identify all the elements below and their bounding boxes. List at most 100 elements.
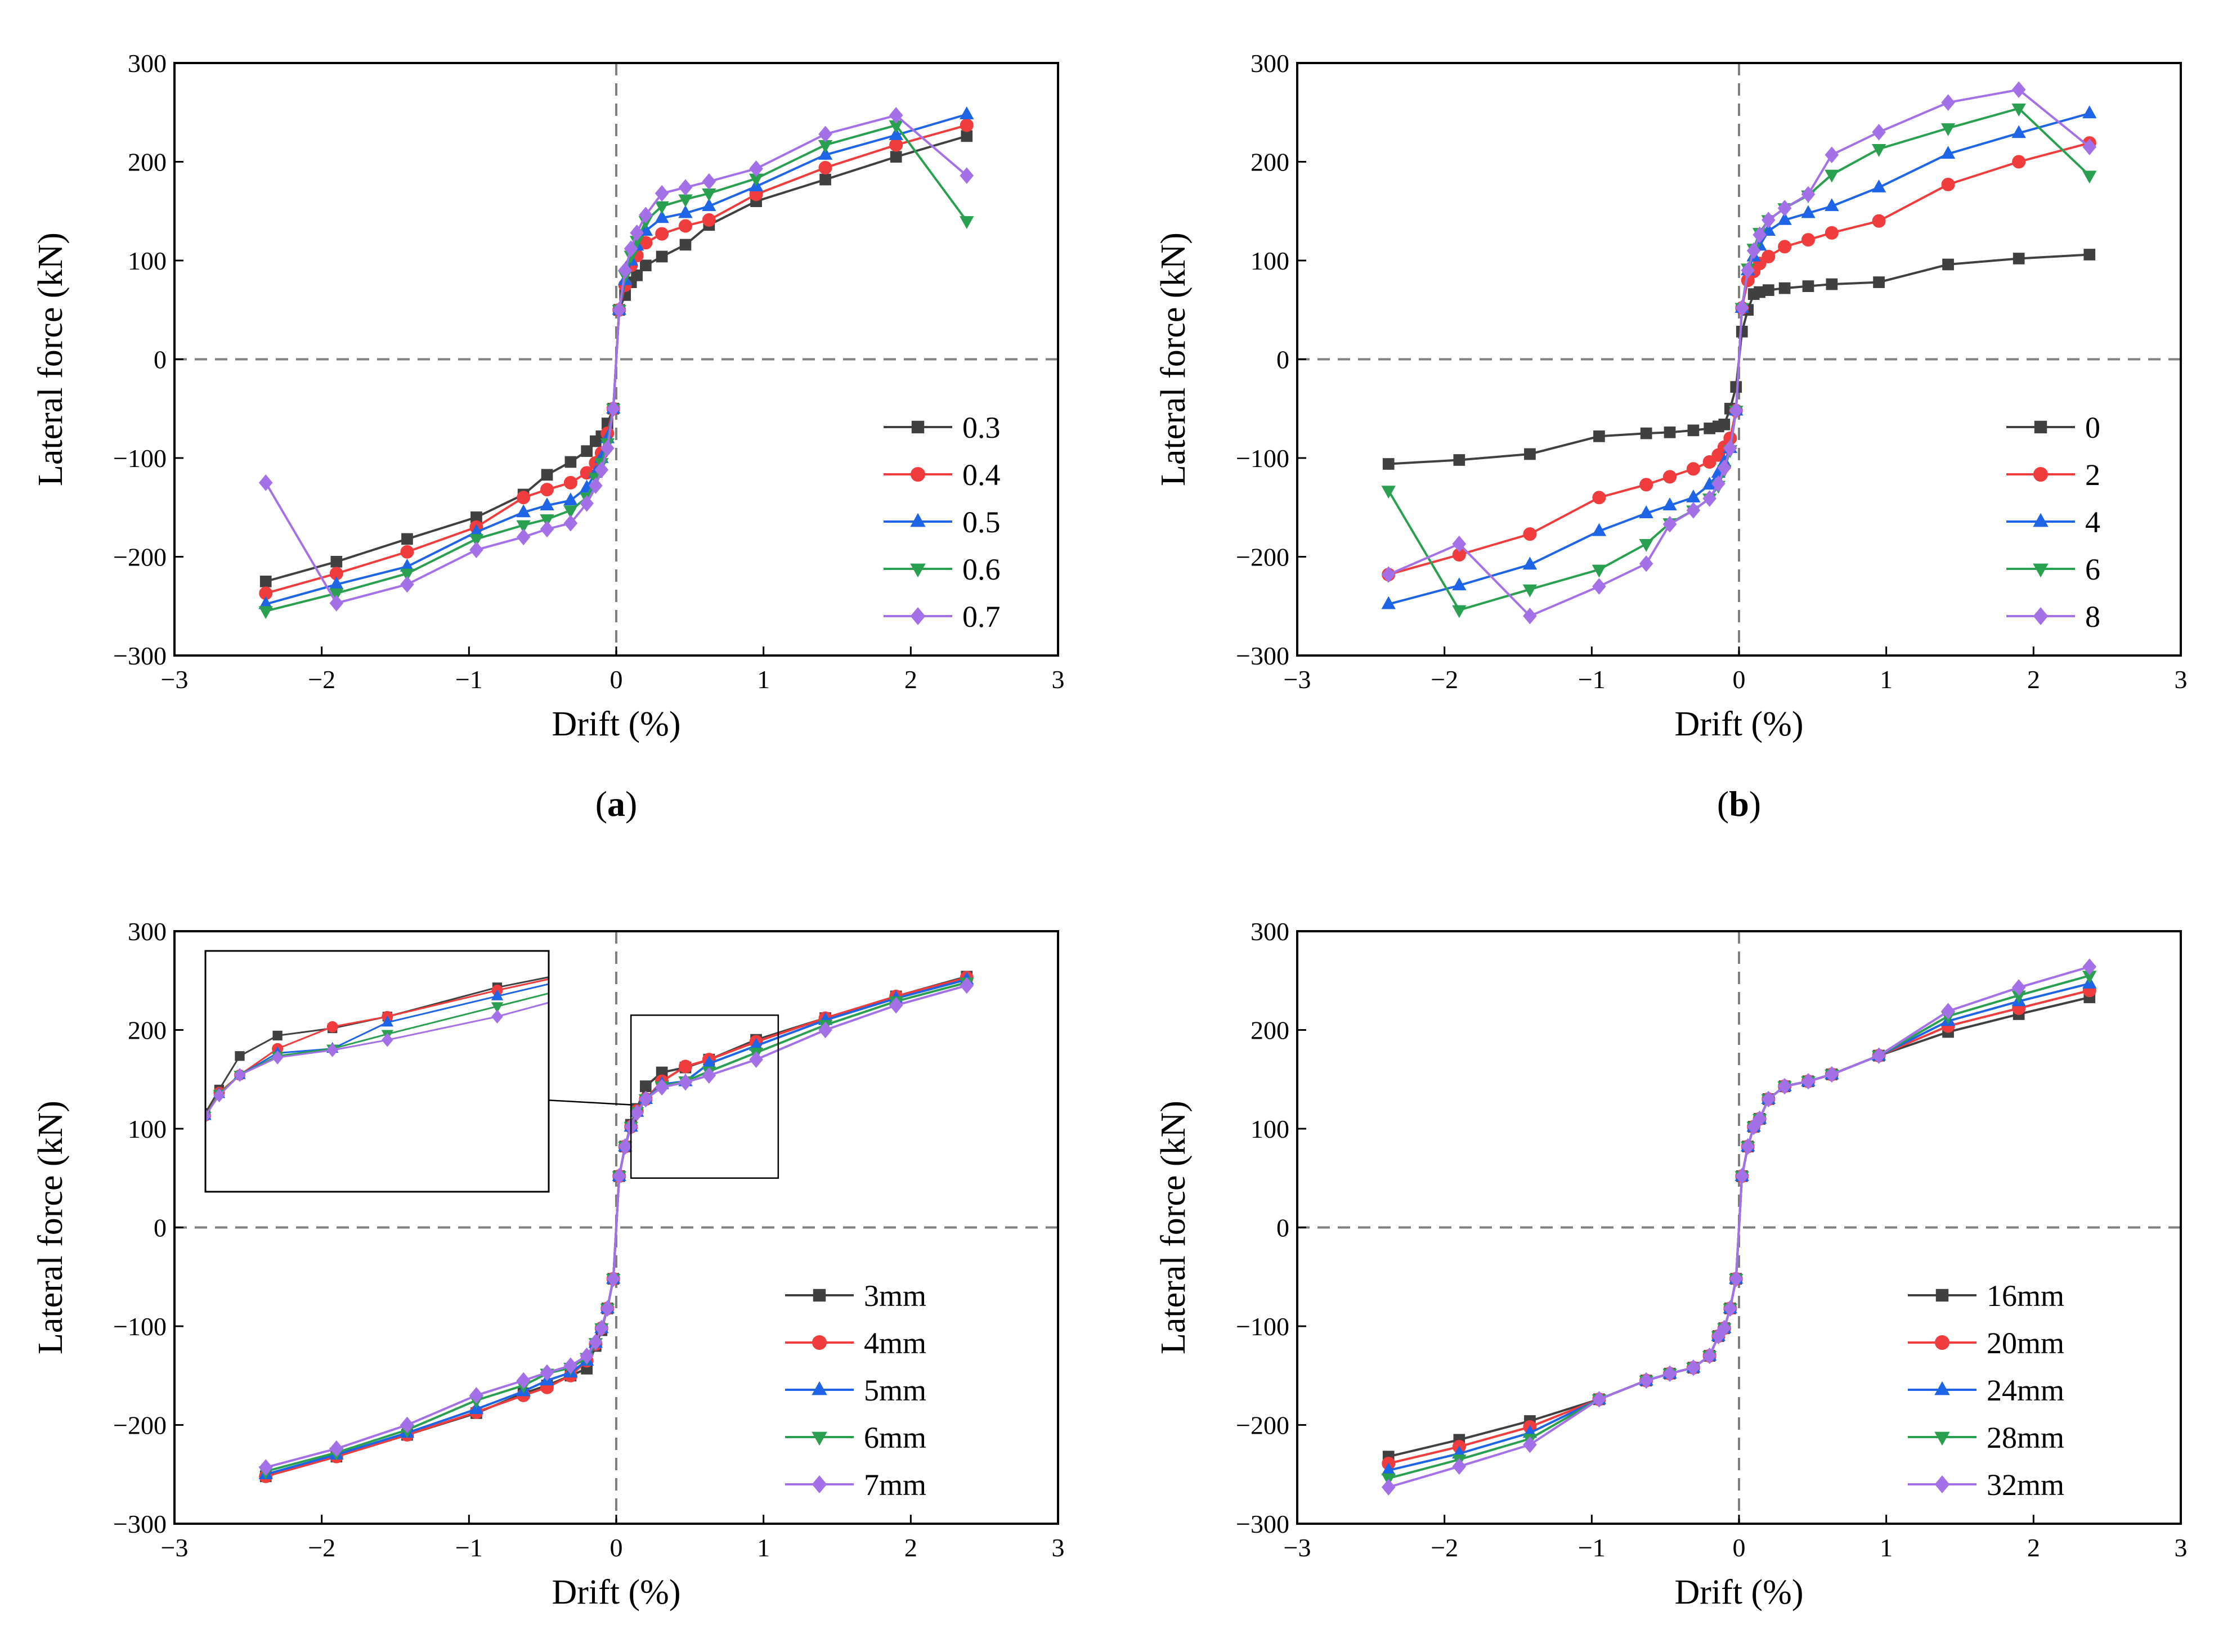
data-point	[2014, 253, 2024, 264]
data-point	[984, 890, 992, 898]
legend-marker	[1935, 1382, 1949, 1395]
legend-label: 6mm	[864, 1421, 926, 1455]
data-point	[60, 1479, 69, 1488]
data-point	[187, 1139, 197, 1151]
x-axis-title: Drift (%)	[1675, 1573, 1804, 1611]
data-point	[235, 1052, 244, 1060]
data-point	[541, 1365, 553, 1380]
legend-marker	[2034, 514, 2047, 527]
legend-item-32mm: 32mm	[1908, 1468, 2064, 1502]
data-point	[983, 893, 993, 902]
y-tick-label: −200	[113, 543, 167, 572]
x-tick-label: −1	[455, 665, 483, 694]
y-tick-label: 200	[1251, 1016, 1289, 1045]
data-point	[401, 577, 413, 591]
data-point	[983, 901, 993, 913]
x-tick-label: −1	[1578, 1533, 1606, 1562]
legend-item-6: 6	[2006, 553, 2100, 586]
y-tick-label: −100	[1236, 1312, 1289, 1341]
data-point	[1803, 281, 1814, 291]
data-point	[541, 522, 553, 536]
data-point	[2084, 249, 2095, 260]
caption-close: )	[1749, 784, 1761, 824]
legend-marker	[1937, 1290, 1948, 1301]
data-point	[1687, 503, 1700, 518]
legend-marker	[1935, 1336, 1949, 1349]
y-axis-title: Lateral force (kN)	[32, 232, 70, 486]
data-point	[401, 546, 413, 558]
legend-marker	[1935, 1433, 1949, 1445]
legend-marker	[814, 1290, 825, 1301]
data-point	[1383, 459, 1394, 469]
legend: 16mm 20mm 24mm 28mm 32mm	[1908, 1279, 2064, 1502]
y-tick-label: −200	[1236, 543, 1289, 572]
x-axis-title: Drift (%)	[552, 705, 681, 743]
x-tick-label: −1	[455, 1533, 483, 1562]
data-point	[679, 1060, 692, 1072]
x-tick-label: 1	[1880, 665, 1893, 694]
x-axis-title: Drift (%)	[1675, 705, 1804, 743]
data-point	[331, 556, 342, 567]
legend-item-20mm: 20mm	[1908, 1326, 2064, 1360]
y-tick-label: 200	[1251, 148, 1289, 177]
data-point	[1942, 178, 1955, 191]
data-point	[1640, 478, 1652, 491]
panel-caption: (a)	[595, 784, 638, 824]
data-point	[819, 127, 832, 141]
legend-label: 2	[2085, 458, 2100, 492]
legend-marker	[911, 514, 925, 527]
x-tick-label: −2	[1431, 665, 1458, 694]
x-tick-label: 1	[1880, 1533, 1893, 1562]
data-point	[1942, 1004, 1955, 1018]
data-point	[679, 180, 692, 195]
legend-label: 0.5	[962, 505, 1001, 539]
legend-label: 6	[2085, 553, 2100, 586]
data-point	[1594, 431, 1604, 442]
data-point	[657, 252, 667, 262]
data-point	[680, 240, 691, 250]
data-point	[961, 119, 973, 132]
y-tick-label: −100	[113, 444, 167, 473]
x-tick-label: 3	[1052, 665, 1065, 694]
legend-label: 0.3	[962, 411, 1001, 445]
legend-marker	[813, 1433, 826, 1445]
x-axis-title: Drift (%)	[552, 1573, 681, 1611]
zoom-connector	[549, 1100, 631, 1105]
data-point	[1943, 259, 1953, 270]
legend: 02468	[2006, 411, 2100, 634]
data-point	[581, 446, 592, 456]
data-point	[961, 107, 973, 119]
legend-item-0: 0	[2006, 411, 2100, 445]
data-point	[1453, 606, 1465, 617]
y-axis-title: Lateral force (kN)	[32, 1101, 70, 1354]
y-axis-title: Lateral force (kN)	[1154, 232, 1193, 486]
data-point	[819, 919, 827, 927]
legend-item-8: 8	[2006, 600, 2100, 634]
data-point	[97, 1448, 107, 1461]
x-tick-label: 3	[2175, 665, 2188, 694]
data-point	[328, 1022, 338, 1032]
data-point	[402, 534, 413, 545]
data-point	[1525, 449, 1535, 460]
x-tick-label: 0	[1733, 665, 1746, 694]
data-point	[98, 1469, 106, 1478]
data-point	[146, 1380, 155, 1389]
data-point	[564, 493, 577, 505]
data-point	[187, 1142, 197, 1151]
data-point	[5, 1496, 15, 1506]
y-axis-title: Lateral force (kN)	[1154, 1101, 1193, 1354]
data-point	[145, 1379, 155, 1389]
data-point	[1780, 283, 1790, 294]
data-point	[983, 890, 993, 900]
x-tick-label: 2	[904, 665, 917, 694]
data-point	[961, 217, 973, 228]
data-point	[541, 483, 553, 496]
legend-label: 0.6	[962, 553, 1001, 586]
data-point	[653, 967, 664, 979]
data-point	[1593, 491, 1605, 504]
legend-label: 7mm	[864, 1468, 926, 1502]
data-point	[1382, 567, 1395, 582]
data-point	[259, 607, 272, 618]
x-tick-label: 0	[610, 665, 623, 694]
legend: 0.3 0.4 0.5 0.6 0.7	[884, 411, 1001, 634]
